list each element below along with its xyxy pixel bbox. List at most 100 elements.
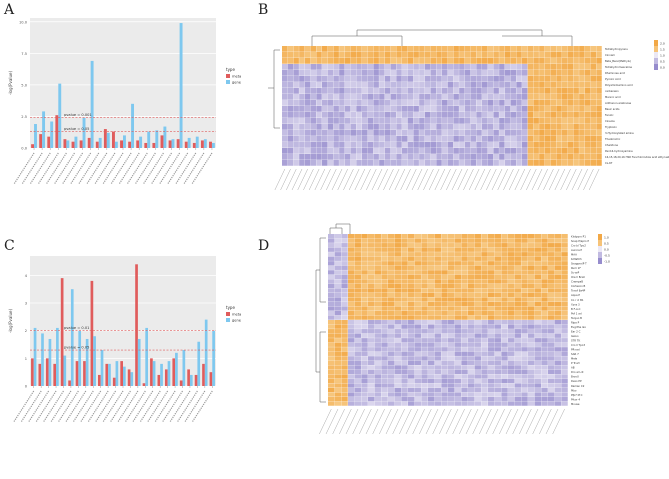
col-label-placeholder <box>308 168 320 191</box>
heat-cell <box>368 301 375 307</box>
heat-cell <box>333 82 339 88</box>
heat-cell <box>356 148 362 154</box>
heat-cell <box>430 100 437 106</box>
col-label-placeholder <box>360 168 371 191</box>
heat-cell <box>339 100 345 106</box>
heat-cell <box>499 88 505 94</box>
heat-cell <box>516 130 522 136</box>
bar-gene <box>85 338 89 386</box>
bar-meta <box>144 142 148 148</box>
heat-cell <box>468 342 475 347</box>
heat-cell <box>339 88 345 94</box>
bar-gene <box>160 363 163 386</box>
heat-cell <box>521 274 528 280</box>
heat-cell <box>394 234 402 239</box>
heat-cell <box>396 58 402 64</box>
col-label-placeholder <box>319 408 332 435</box>
heat-cell <box>464 64 471 70</box>
heat-cell <box>494 292 502 298</box>
heat-cell <box>528 288 535 293</box>
heat-cell <box>548 292 555 298</box>
heat-cell <box>299 100 305 106</box>
heat-cell <box>407 64 414 70</box>
heat-cell <box>361 297 368 302</box>
heat-cell <box>334 292 342 298</box>
heat-cell <box>493 130 499 136</box>
heat-cell <box>493 124 499 130</box>
heat-cell <box>368 374 375 379</box>
heat-cell <box>430 82 437 88</box>
heat-cell <box>310 100 317 106</box>
heat-cell <box>287 88 294 94</box>
heat-cell <box>556 94 562 100</box>
heat-cell <box>407 160 414 166</box>
heat-cell <box>461 383 468 388</box>
heat-cell <box>428 324 435 329</box>
heat-cell <box>428 306 435 311</box>
heat-cell <box>413 106 419 112</box>
heat-cell <box>373 52 379 58</box>
heat-cell <box>522 94 528 100</box>
threshold-label: pvalue = 0.001 <box>64 113 92 117</box>
heat-cell <box>339 70 345 76</box>
heat-cell <box>487 106 494 112</box>
heat-cell <box>333 142 339 148</box>
heat-cell <box>454 306 462 311</box>
heat-cell <box>476 112 482 118</box>
heat-cell <box>428 297 435 302</box>
heat-cell <box>442 154 448 160</box>
heat-cell <box>561 342 568 347</box>
heat-cell <box>453 100 459 106</box>
heat-cell <box>550 46 557 52</box>
heat-cell <box>401 347 408 352</box>
heat-cell <box>421 274 428 280</box>
heat-cell <box>494 256 502 261</box>
heat-cell <box>348 297 355 302</box>
heat-cell <box>413 94 419 100</box>
heat-cell <box>459 136 465 142</box>
heat-cell <box>379 106 385 112</box>
heat-cell <box>442 142 448 148</box>
bar-meta <box>172 358 176 386</box>
heat-cell <box>341 279 348 284</box>
heat-cell <box>348 261 355 266</box>
bar-meta <box>31 358 34 386</box>
heat-cell <box>434 315 442 320</box>
bar-gene <box>33 327 37 386</box>
heat-cell <box>579 130 585 136</box>
heat-cell <box>541 378 548 384</box>
heat-cell <box>388 369 395 375</box>
heat-cell <box>374 274 382 280</box>
heat-cell <box>508 338 515 343</box>
heat-cell <box>356 100 362 106</box>
heat-cell <box>334 378 342 384</box>
heat-cell <box>481 320 488 325</box>
heat-cell <box>514 297 522 302</box>
heat-cell <box>396 64 402 70</box>
heat-cell <box>381 396 388 402</box>
bar-meta <box>68 380 71 386</box>
heat-cell <box>521 243 528 248</box>
heat-cell <box>348 265 355 270</box>
heat-cell <box>481 396 488 402</box>
heat-cell <box>374 320 382 325</box>
heat-cell <box>368 396 375 402</box>
heat-cell <box>328 288 335 293</box>
heat-cell <box>390 118 397 124</box>
heat-cell <box>407 94 414 100</box>
col-label-placeholder <box>419 408 432 435</box>
heat-cell <box>381 356 388 361</box>
heat-cell <box>421 387 428 393</box>
heat-cell <box>590 46 597 52</box>
heat-cell <box>579 88 585 94</box>
row-label: Beta_Benz(Methyls) <box>605 59 631 63</box>
heat-cell <box>514 261 522 266</box>
heat-cell <box>293 142 299 148</box>
heat-cell <box>453 76 459 82</box>
heat-cell <box>344 76 351 82</box>
heat-cell <box>550 112 557 118</box>
heat-cell <box>454 329 462 334</box>
heat-cell <box>322 148 328 154</box>
heat-cell <box>501 383 508 388</box>
heat-cell <box>299 82 305 88</box>
